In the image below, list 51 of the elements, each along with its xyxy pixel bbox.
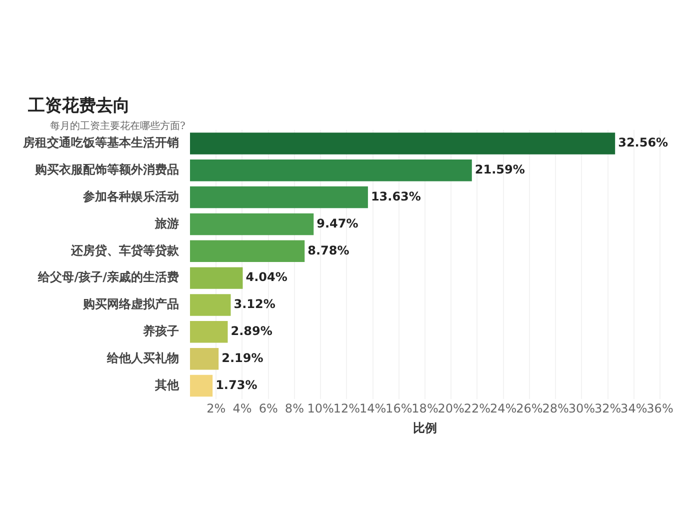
x-tick-label: 34% [620,402,648,416]
x-tick-label: 28% [542,402,569,416]
y-tick-label: 购买衣服配饰等额外消费品 [34,162,179,177]
y-tick-label: 旅游 [154,216,179,230]
bar [190,160,472,182]
y-tick-label: 还房贷、车贷等贷款 [70,243,180,258]
data-label: 21.59% [474,162,525,177]
bar [190,132,616,154]
x-axis-title: 比例 [413,421,437,436]
x-tick-label: 18% [412,402,438,416]
data-label: 8.78% [308,243,350,258]
chart-title: 工资花费去向 [28,95,130,117]
x-tick-label: 2% [206,402,226,416]
x-tick-label: 4% [232,402,252,416]
bar [190,374,213,397]
y-tick-label: 参加各种娱乐活动 [82,189,179,204]
x-tick-label: 10% [307,402,334,416]
x-tick-label: 26% [516,402,543,416]
bar [190,240,305,262]
x-tick-label: 30% [568,402,596,416]
x-tick-label: 6% [258,402,278,416]
x-tick-label: 14% [359,402,386,416]
bar [190,213,314,236]
y-tick-label: 其他 [154,378,180,392]
y-tick-label: 购买网络虚拟产品 [82,297,179,312]
data-label: 4.04% [246,270,288,284]
x-tick-label: 36% [646,402,674,416]
x-tick-label: 12% [333,402,360,416]
data-label: 32.56% [618,136,668,150]
bar [190,321,228,343]
x-tick-label: 16% [386,402,412,416]
chart-subtitle: 每月的工资主要花在哪些方面? [50,120,186,133]
x-tick-label: 20% [438,402,464,416]
x-tick-label: 22% [464,402,491,416]
y-tick-label: 房租交通吃饭等基本生活开销 [22,136,179,150]
bar [190,186,368,208]
x-tick-label: 8% [284,402,304,416]
data-label: 9.47% [316,216,358,230]
data-label: 1.73% [216,378,258,392]
data-label: 2.19% [222,350,264,365]
y-tick-label: 给他人买礼物 [106,350,179,365]
bar [190,267,243,289]
data-label: 2.89% [230,324,272,338]
x-tick-label: 24% [490,402,517,416]
y-tick-label: 养孩子 [142,324,179,338]
x-tick-label: 32% [594,402,622,416]
y-tick-label: 给父母/孩子/亲戚的生活费 [37,270,179,284]
bar [190,294,231,316]
data-label: 13.63% [370,189,421,204]
data-label: 3.12% [234,297,276,312]
bar [190,348,219,370]
